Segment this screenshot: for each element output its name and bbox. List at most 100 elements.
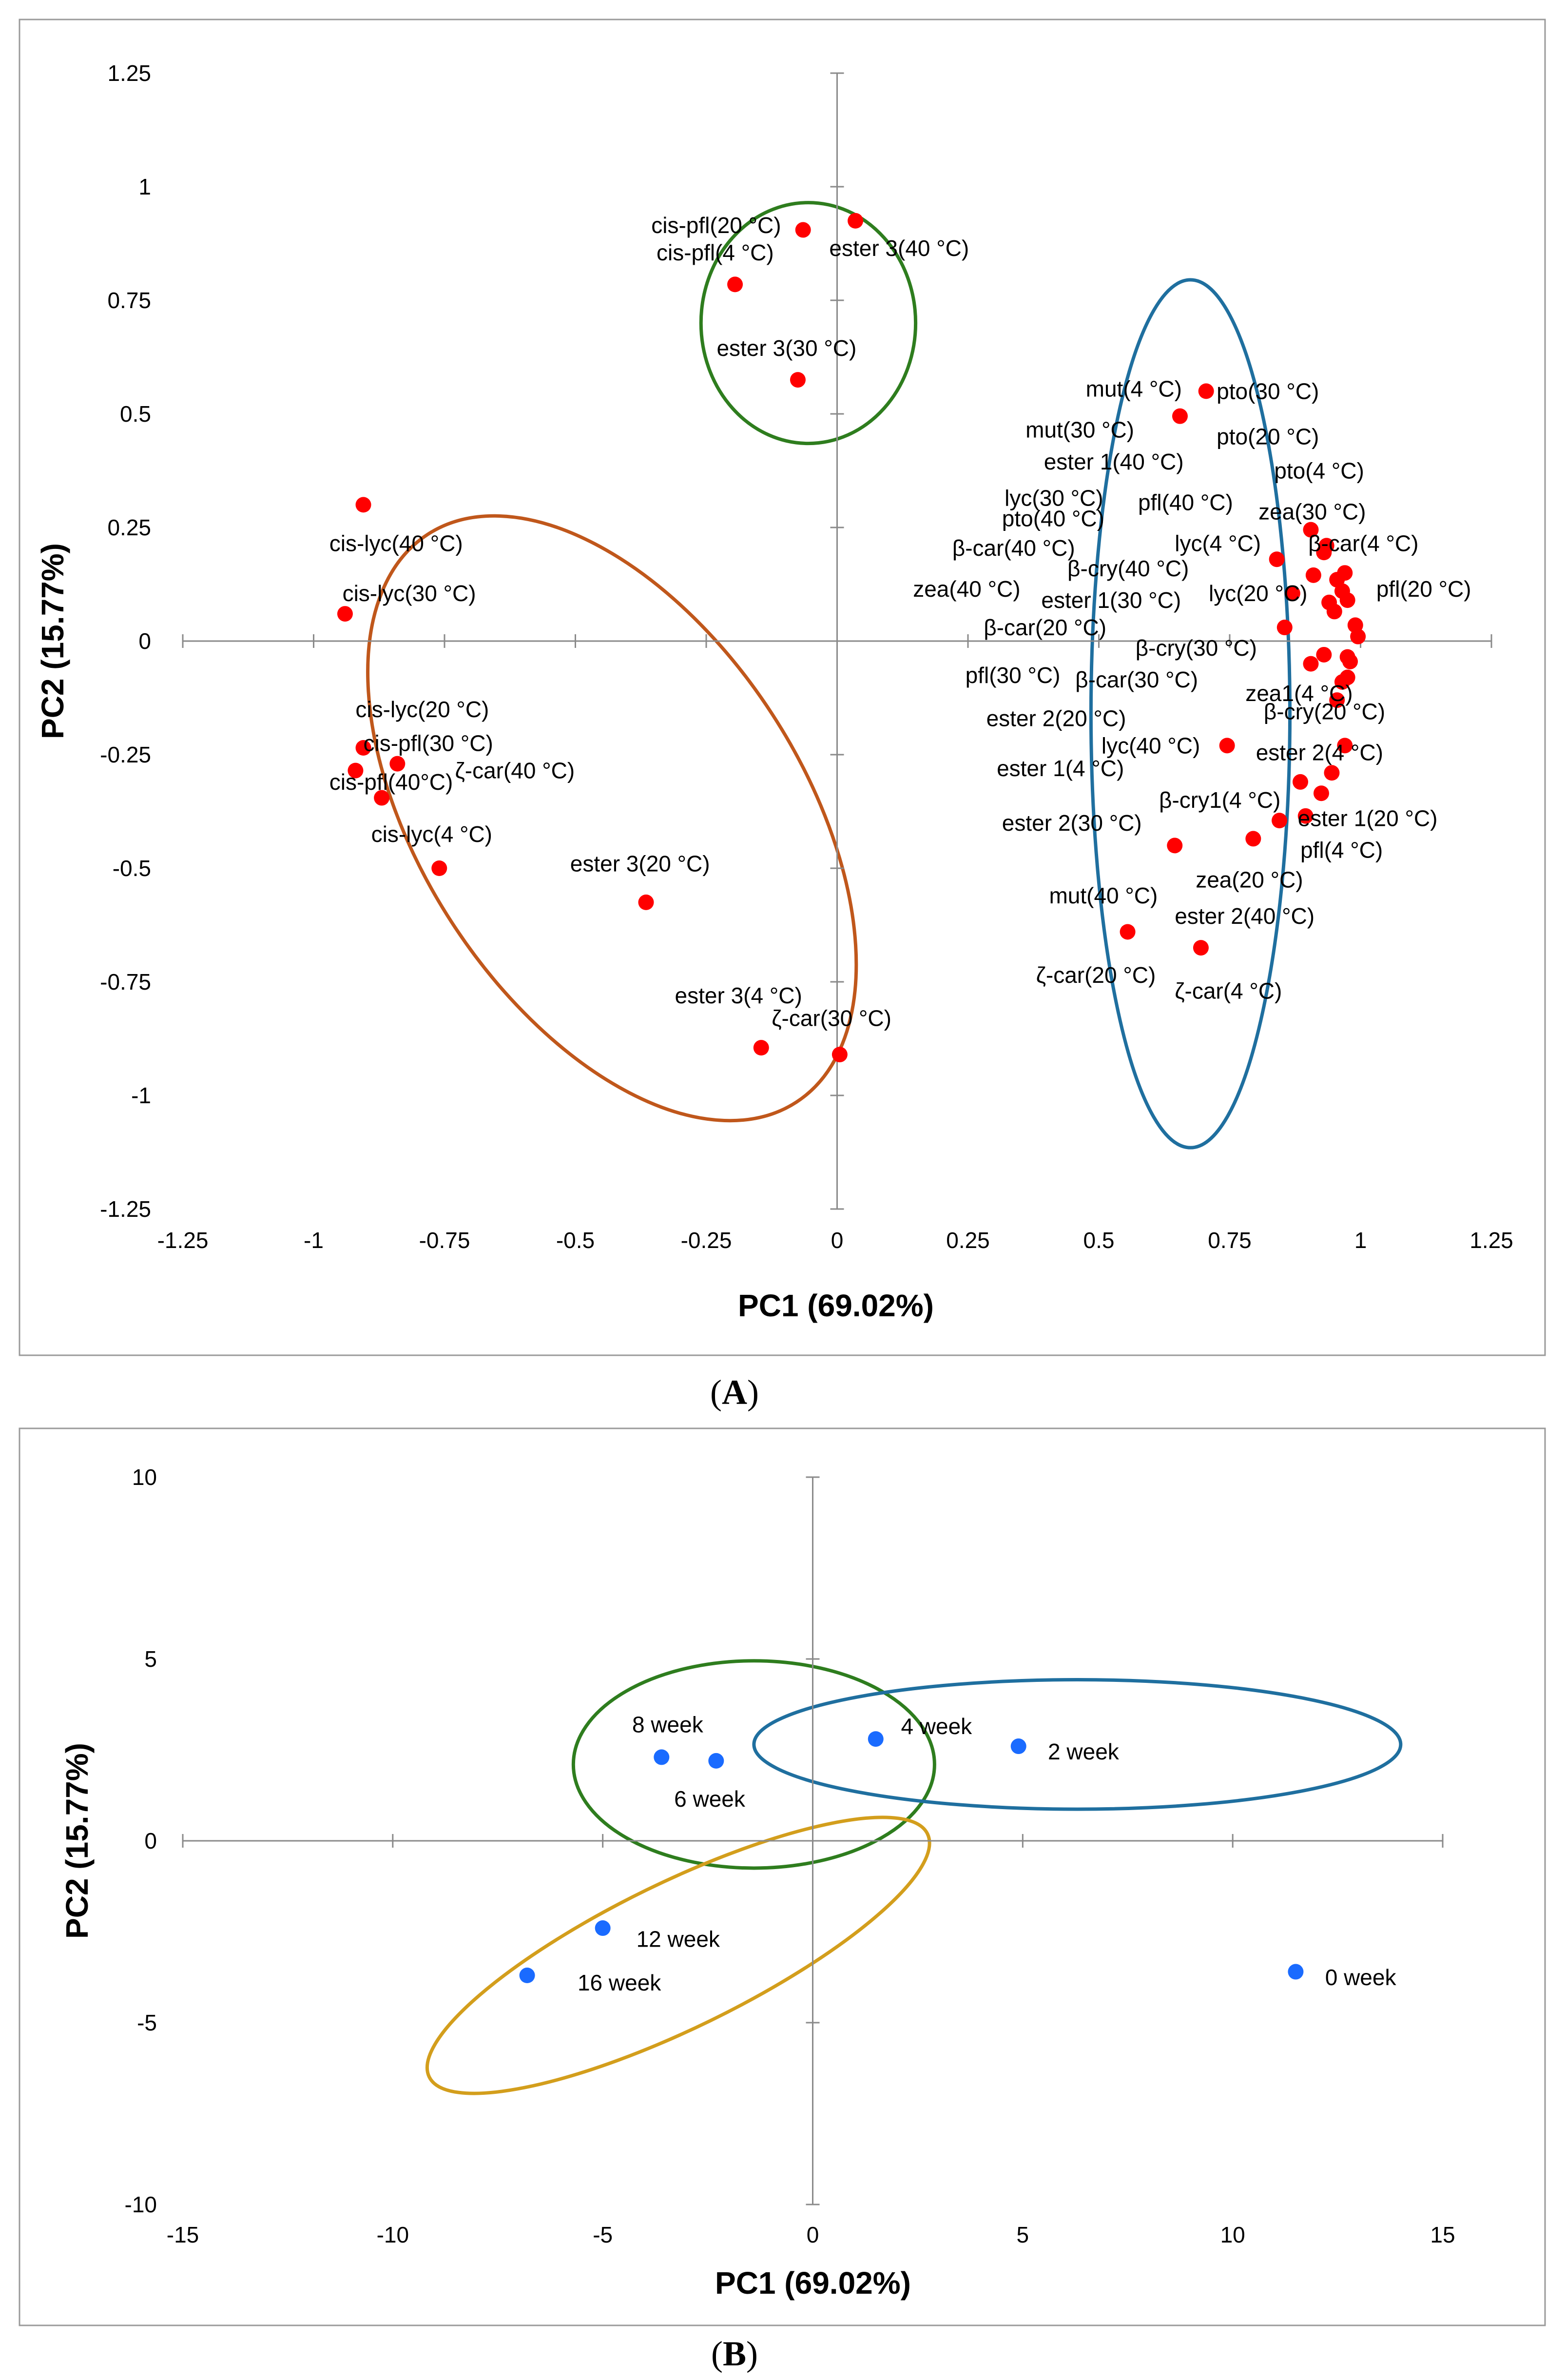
panel-a-point-label: cis-pfl(30 °C) [364, 731, 493, 756]
panel-a-y-tick-label: 0.75 [107, 288, 151, 313]
panel-b-y-tick-label: 5 [144, 1646, 157, 1672]
panel-b-x-tick-label: 10 [1220, 2222, 1245, 2247]
panel-a-point-label: mut(40 °C) [1049, 883, 1158, 908]
panel-a-data-point [848, 213, 864, 229]
panel-a-data-point [727, 276, 743, 293]
panel-b-frame [19, 1427, 1546, 2326]
panel-a-data-point [1329, 692, 1345, 708]
panel-a-point-label: β-car(30 °C) [1075, 667, 1198, 692]
panel-a-point-label: β-car(4 °C) [1308, 531, 1418, 556]
panel-a-caption: (A) [710, 1373, 759, 1412]
panel-b-point-labels: 0 week 2 week 4 week 6 week 8 week 12 week 16 … [578, 1712, 1397, 1995]
panel-a-point-label: cis-pfl(40°C) [329, 769, 453, 795]
panel-a-point-label: ester 1(4 °C) [997, 756, 1124, 781]
panel-a-point-label: pto(20 °C) [1217, 424, 1319, 449]
panel-b-y-tick-label: 0 [144, 1828, 157, 1853]
panel-b-cluster-ellipse [425, 1815, 931, 2095]
panel-a-point-label: ester 1(40 °C) [1044, 449, 1184, 474]
panel-a-point-label: lyc(30 °C) [1005, 485, 1103, 510]
panel-a-data-point [1313, 785, 1329, 801]
panel-a-data-point [1303, 656, 1319, 672]
panel-a-data-point [374, 790, 390, 806]
panel-a-point-label: mut(4 °C) [1086, 376, 1182, 402]
panel-a-data-point [1269, 551, 1285, 567]
panel-a-point-label: pfl(20 °C) [1376, 576, 1471, 602]
panel-b-y-axis-title: PC2 (15.77%) [59, 1743, 95, 1939]
panel-a-y-tick-label: -0.75 [100, 969, 151, 995]
panel-a-data-point [355, 740, 371, 756]
panel-a-point-label: cis-lyc(40 °C) [329, 531, 463, 556]
panel-a-x-tick-label: 1 [1354, 1228, 1367, 1253]
panel-a-point-label: cis-lyc(20 °C) [355, 697, 489, 722]
panel-a-point-label: ester 2(4 °C) [1256, 740, 1383, 765]
panel-a-point-label: ester 3(30 °C) [716, 335, 856, 361]
panel-a-point-label: zea(30 °C) [1258, 499, 1366, 524]
panel-a-point-label: cis-lyc(30 °C) [343, 581, 476, 606]
panel-a-data-point [1198, 383, 1214, 399]
panel-a-x-tick-label: 0.5 [1083, 1228, 1115, 1253]
panel-a-point-label: β-car(20 °C) [984, 615, 1106, 640]
panel-a-point-label: pfl(30 °C) [966, 663, 1061, 688]
panel-b-points [519, 1731, 1304, 1984]
panel-a-cluster-ellipse [699, 201, 918, 446]
panel-b-data-point [595, 1920, 611, 1936]
panel-a-data-point [753, 1040, 769, 1056]
panel-b-x-axis-title: PC1 (69.02%) [715, 2265, 911, 2301]
panel-a-data-point [790, 372, 806, 388]
panel-b-data-point [654, 1749, 670, 1765]
panel-a-x-axis-title: PC1 (69.02%) [738, 1288, 934, 1323]
panel-a-data-point [1284, 585, 1300, 602]
panel-b-data-point [868, 1731, 884, 1747]
panel-a-letter: A [722, 1373, 747, 1412]
panel-b-point-label: 8 week [632, 1712, 704, 1737]
panel-b-letter: B [723, 2334, 746, 2373]
panel-a-y-axis-title: PC2 (15.77%) [35, 543, 70, 739]
panel-b-ellipses [425, 1659, 1403, 2095]
panel-a-point-label: ester 1(20 °C) [1298, 805, 1438, 831]
panel-a-x-tick-label: 0.75 [1208, 1228, 1252, 1253]
panel-a-data-point [1342, 653, 1358, 669]
panel-a-point-label: pto(4 °C) [1274, 458, 1364, 484]
panel-a-data-point [389, 756, 406, 772]
panel-a-data-point [337, 606, 353, 622]
panel-a-data-point [1316, 646, 1332, 663]
panel-a-point-label: pfl(40 °C) [1138, 490, 1233, 515]
panel-a-cluster-ellipse [1089, 278, 1292, 1150]
panel-b-data-point [519, 1968, 535, 1984]
panel-a-data-point [1272, 813, 1288, 829]
panel-b-point-label: 2 week [1048, 1739, 1120, 1764]
panel-a-data-point [1339, 592, 1355, 608]
chart-panel-a: -1.25 -1 -0.75 -0.5 -0.25 0 0.25 0.5 0.75 1 1.25 -1… [19, 19, 1546, 1356]
panel-a-y-tick-label: -0.25 [100, 742, 151, 767]
panel-a-data-point [431, 860, 447, 876]
panel-a-y-tick-label: 1 [138, 174, 151, 199]
panel-b-point-label: 16 week [578, 1970, 661, 1995]
panel-a-y-tick-label: 0.25 [107, 515, 151, 540]
panel-a-y-tick-label: 0 [138, 628, 151, 654]
panel-b-y-tick-label: -5 [137, 2010, 157, 2035]
panel-a-y-tick-label: -1 [131, 1083, 151, 1108]
panel-a-point-label: cis-lyc(4 °C) [371, 821, 492, 847]
panel-a-data-point [1276, 620, 1293, 636]
panel-b-point-label: 6 week [674, 1786, 746, 1812]
panel-a-data-point [348, 762, 364, 779]
panel-b-data-point [1288, 1964, 1304, 1980]
panel-a-data-point [1219, 738, 1235, 754]
panel-a-data-point [1193, 940, 1209, 956]
panel-a-data-point [1324, 765, 1340, 781]
panel-a-x-tick-label: 1.25 [1469, 1228, 1513, 1253]
panel-a-point-label: β-cry(20 °C) [1264, 699, 1385, 724]
panel-a-point-label: zea1(4 °C) [1245, 681, 1353, 706]
panel-a-data-point [1316, 545, 1332, 561]
panel-a-point-label: mut(30 °C) [1025, 417, 1134, 443]
panel-a-point-label: ζ-car(40 °C) [455, 758, 575, 783]
panel-a-data-point [1326, 604, 1342, 620]
panel-a-point-label: ζ-car(30 °C) [772, 1006, 891, 1031]
panel-a-point-label: ester 2(20 °C) [986, 705, 1126, 731]
panel-a-x-tick-label: -1.25 [157, 1228, 209, 1253]
panel-a-point-label: pto(30 °C) [1217, 378, 1319, 404]
panel-a-y-tick-label: 0.5 [120, 401, 151, 427]
panel-a-data-point [1245, 831, 1261, 847]
panel-a-point-label: lyc(20 °C) [1209, 581, 1307, 606]
